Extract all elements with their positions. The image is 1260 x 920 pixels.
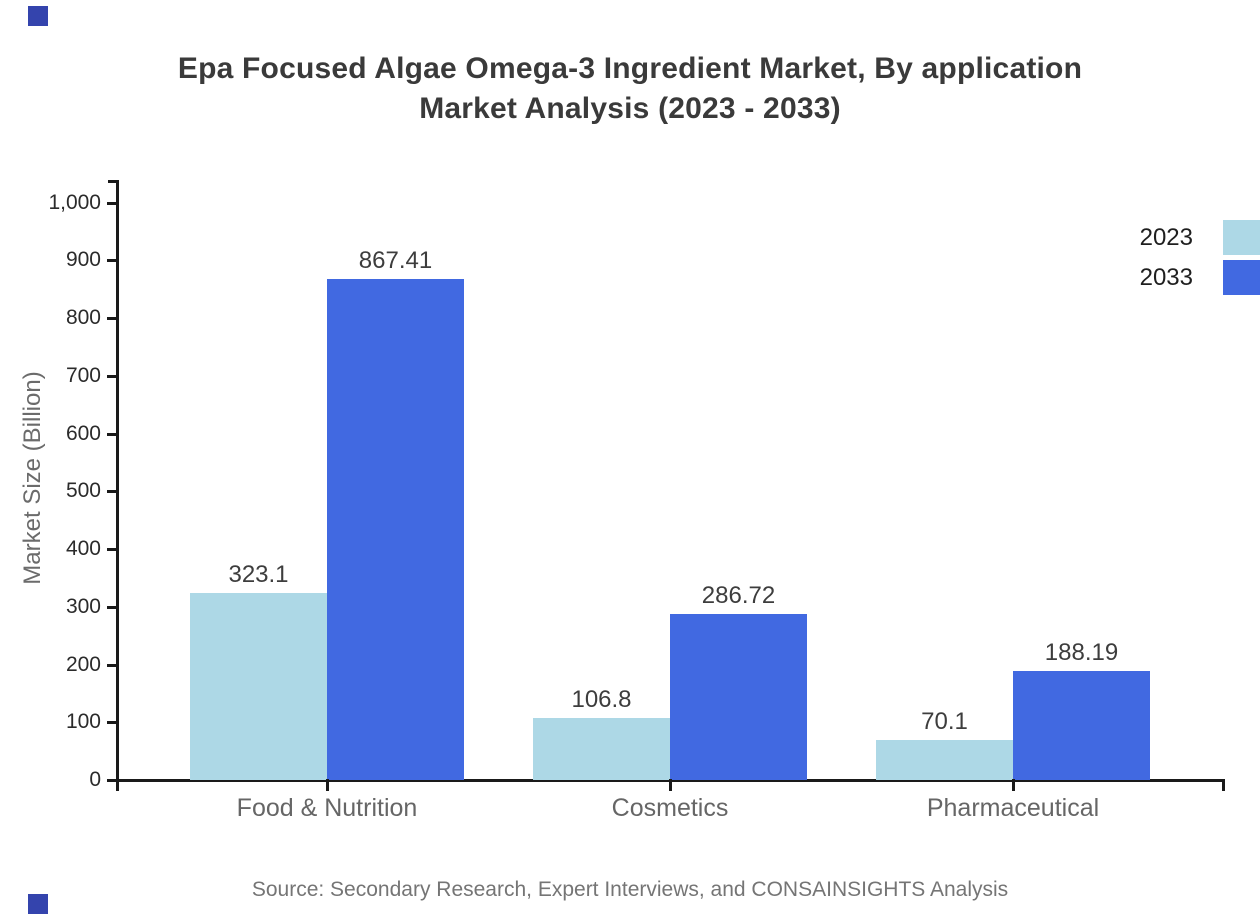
bar-2023-1 bbox=[533, 718, 670, 780]
y-axis-cap-tick bbox=[108, 180, 118, 183]
y-tick-label: 900 bbox=[65, 248, 101, 272]
source-note: Source: Secondary Research, Expert Inter… bbox=[251, 878, 1009, 901]
y-tick bbox=[107, 721, 117, 725]
y-tick-label: 700 bbox=[65, 363, 101, 387]
corner-marker-bottom-left bbox=[28, 894, 48, 914]
y-tick-label: 800 bbox=[65, 306, 101, 329]
bar-2033-0 bbox=[327, 279, 464, 780]
y-tick-label: 200 bbox=[65, 652, 101, 676]
legend-label-2023: 2023 bbox=[1139, 224, 1193, 251]
bar-value-label: 323.1 bbox=[228, 561, 289, 589]
y-tick-label: 600 bbox=[65, 421, 101, 445]
bar-value-label: 106.8 bbox=[571, 686, 632, 714]
bar-value-label: 70.1 bbox=[921, 707, 968, 735]
y-tick-label: 500 bbox=[65, 479, 101, 503]
y-tick-label: 1,000 bbox=[48, 190, 101, 214]
bar-2033-2 bbox=[1013, 671, 1150, 780]
chart-title: Epa Focused Algae Omega-3 Ingredient Mar… bbox=[0, 49, 1260, 129]
y-tick bbox=[107, 548, 117, 551]
y-tick-label: 100 bbox=[65, 710, 101, 734]
y-tick bbox=[107, 259, 117, 263]
bar-value-label: 286.72 bbox=[701, 582, 776, 610]
y-tick bbox=[107, 490, 117, 494]
chart-title-line-2: Market Analysis (2023 - 2033) bbox=[419, 92, 841, 125]
y-axis-line bbox=[116, 180, 119, 791]
legend-swatch-2033 bbox=[1223, 260, 1260, 295]
y-tick-label: 400 bbox=[65, 537, 101, 560]
y-tick bbox=[107, 432, 117, 436]
x-tick bbox=[326, 779, 329, 791]
bar-value-label: 188.19 bbox=[1044, 639, 1119, 667]
x-tick bbox=[669, 779, 672, 791]
bar-value-label: 867.41 bbox=[358, 247, 433, 275]
y-tick bbox=[107, 317, 117, 320]
y-tick-label: 0 bbox=[89, 768, 101, 791]
corner-marker-top-left bbox=[28, 6, 48, 26]
x-axis-end-tick bbox=[1222, 779, 1225, 791]
y-tick bbox=[107, 374, 117, 378]
bar-2023-2 bbox=[876, 739, 1013, 780]
x-category-label: Pharmaceutical bbox=[926, 794, 1100, 822]
y-tick bbox=[107, 201, 117, 205]
y-tick-label: 300 bbox=[65, 594, 101, 618]
y-tick bbox=[107, 779, 117, 782]
chart-title-line-1: Epa Focused Algae Omega-3 Ingredient Mar… bbox=[177, 52, 1083, 85]
legend-label-2033: 2033 bbox=[1139, 264, 1193, 291]
x-category-label: Food & Nutrition bbox=[236, 794, 418, 822]
x-category-label: Cosmetics bbox=[611, 794, 729, 822]
y-tick bbox=[107, 605, 117, 609]
x-tick bbox=[1012, 779, 1015, 791]
bar-2033-1 bbox=[670, 614, 807, 780]
y-tick bbox=[107, 663, 117, 667]
legend-swatch-2023 bbox=[1223, 220, 1260, 255]
bar-2023-0 bbox=[190, 593, 327, 780]
